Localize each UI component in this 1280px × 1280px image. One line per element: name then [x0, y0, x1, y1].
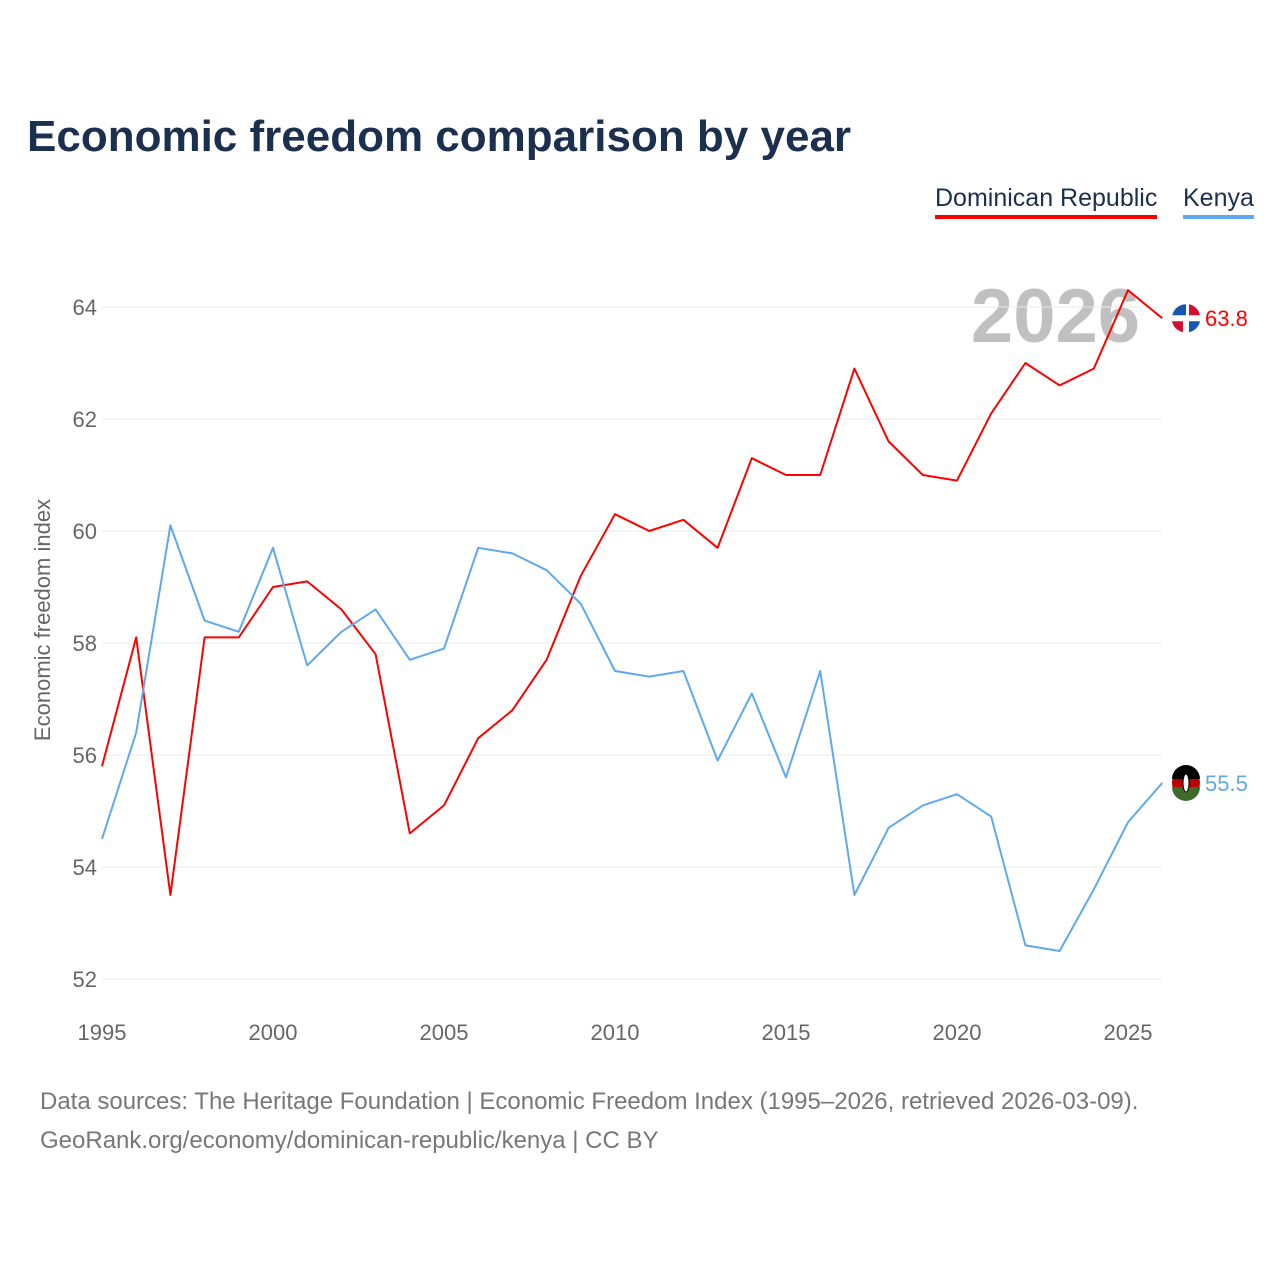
- y-tick-label: 54: [73, 855, 97, 880]
- footer-url[interactable]: GeoRank.org/economy/dominican-republic/k…: [40, 1127, 659, 1154]
- legend-dominican-republic[interactable]: Dominican Republic: [935, 184, 1158, 219]
- y-tick-label: 60: [73, 519, 97, 544]
- flag-band: [1172, 787, 1200, 801]
- x-tick-label: 2010: [591, 1020, 640, 1045]
- x-tick-label: 1995: [78, 1020, 127, 1045]
- end-value-label: 63.8: [1205, 306, 1248, 331]
- flag-shield: [1182, 773, 1190, 793]
- y-axis-label: Economic freedom index: [30, 499, 55, 741]
- y-tick-label: 52: [73, 967, 97, 992]
- x-tick-label: 2015: [762, 1020, 811, 1045]
- end-value-label: 55.5: [1205, 771, 1248, 796]
- y-tick-label: 62: [73, 407, 97, 432]
- flag-band: [1172, 765, 1200, 779]
- series-line-dominican-republic: [101, 289, 1163, 896]
- year-watermark: 2026: [971, 274, 1140, 359]
- legend-kenya[interactable]: Kenya: [1183, 184, 1254, 219]
- footer-sources: Data sources: The Heritage Foundation | …: [40, 1088, 1139, 1115]
- x-tick-label: 2005: [420, 1020, 469, 1045]
- x-tick-label: 2000: [249, 1020, 298, 1045]
- x-tick-label: 2020: [933, 1020, 982, 1045]
- x-tick-label: 2025: [1104, 1020, 1153, 1045]
- series-line-kenya: [101, 524, 1163, 952]
- y-tick-label: 58: [73, 631, 97, 656]
- flag-quadrant: [1172, 304, 1186, 319]
- y-tick-label: 56: [73, 743, 97, 768]
- flag-quadrant: [1172, 321, 1183, 333]
- chart-title: Economic freedom comparison by year: [27, 112, 852, 161]
- flag-quadrant: [1189, 321, 1200, 333]
- flag-quadrant: [1189, 304, 1200, 316]
- y-tick-label: 64: [73, 295, 97, 320]
